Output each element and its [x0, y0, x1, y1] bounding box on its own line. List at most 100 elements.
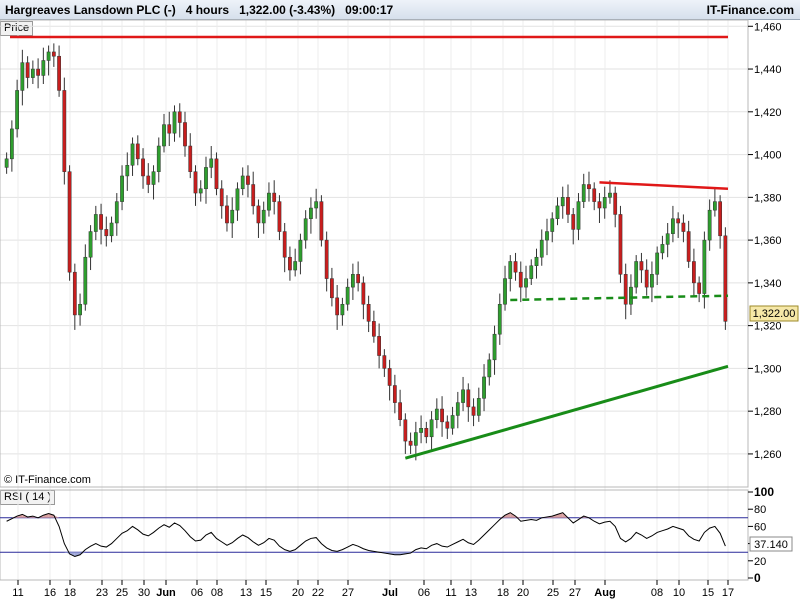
candle [576, 193, 581, 241]
candle [219, 180, 224, 219]
candle [466, 383, 471, 422]
candle-body [125, 165, 130, 177]
candle-body [398, 402, 402, 420]
candle-body [141, 158, 145, 177]
candle-body [225, 205, 229, 224]
candle-body [177, 111, 182, 123]
rsi-oversold-fill [74, 552, 81, 557]
last-price-value: 1,322.00 [753, 308, 796, 320]
candle-body [288, 256, 292, 271]
candle-body [529, 265, 534, 279]
candle-body [508, 261, 513, 279]
candle [36, 58, 40, 89]
candle-body [78, 303, 82, 316]
candle-body [587, 184, 591, 190]
candle-body [277, 201, 282, 232]
y-tick-label: 1,440 [754, 64, 782, 76]
candle-body [665, 233, 670, 245]
x-tick-label: 08 [211, 587, 223, 599]
y-tick-label: 1,360 [754, 235, 782, 247]
candle-body [629, 286, 633, 305]
candle-body [251, 184, 256, 207]
candle-body [9, 128, 14, 160]
candle-body [403, 419, 408, 442]
candle [455, 391, 460, 429]
candle-body [497, 303, 502, 335]
candle-body [219, 188, 224, 207]
candle [629, 274, 633, 315]
candle-body [618, 214, 623, 275]
x-tick-label: 27 [342, 587, 354, 599]
candle-body [188, 145, 193, 172]
candle [88, 225, 93, 271]
x-tick-label: Jun [156, 587, 176, 599]
candle-body [597, 201, 602, 209]
candle-body [555, 205, 560, 219]
x-tick-label: 17 [722, 587, 734, 599]
candle [46, 45, 51, 76]
x-tick-label: 13 [465, 587, 477, 599]
candle-body [482, 376, 486, 399]
x-tick-label: 25 [547, 587, 559, 599]
candle-body [361, 282, 366, 305]
candle [20, 49, 25, 106]
candle-body [57, 55, 61, 91]
candle-body [697, 282, 702, 294]
candle-body [440, 408, 444, 423]
candle [246, 165, 250, 198]
candle [392, 374, 397, 414]
candle-body [172, 111, 177, 134]
candle [4, 152, 9, 174]
candle-body [335, 297, 340, 316]
candle [298, 233, 303, 275]
candle-body [644, 269, 649, 288]
candle [120, 165, 124, 211]
candle [707, 199, 712, 251]
x-tick-label: 13 [240, 587, 252, 599]
candle-body [692, 261, 696, 284]
candle-body [445, 421, 450, 429]
candle [681, 214, 686, 243]
candle [539, 229, 544, 266]
y-tick-label: 1,460 [754, 21, 782, 33]
candle-body [686, 231, 691, 262]
candle [177, 103, 182, 138]
candle [204, 156, 208, 204]
x-tick-label: 30 [138, 587, 150, 599]
date-x-axis: 11 16 18 23 25 30 Jun 06 08 13 15 20 22 27 Jul 06 11 13 18… [12, 580, 734, 599]
candle [109, 216, 114, 243]
candle-body [419, 428, 423, 433]
candle-body [36, 68, 40, 76]
candle [476, 387, 481, 422]
candle-body [371, 321, 376, 337]
candle [676, 212, 681, 238]
candle [581, 173, 586, 209]
candle-body [592, 188, 597, 202]
candle-body [434, 408, 439, 420]
candle-body [487, 359, 492, 378]
candle-body [83, 256, 88, 305]
candle [135, 135, 140, 166]
candle-body [261, 209, 266, 224]
candle-body [408, 440, 413, 446]
support-trendline [404, 364, 729, 460]
candle [697, 276, 702, 303]
candle-body [492, 333, 497, 361]
x-tick-label: 18 [497, 587, 509, 599]
candle-body [707, 209, 712, 241]
candle [492, 325, 497, 375]
candle-body [560, 197, 565, 207]
candle-body [702, 239, 707, 294]
candle [114, 193, 119, 236]
candle [618, 205, 623, 283]
candle-body [382, 355, 387, 369]
brand-label: IT-Finance.com [706, 3, 794, 17]
candle [162, 113, 166, 153]
x-tick-label: 27 [569, 587, 581, 599]
candle [319, 195, 324, 247]
candle-body [130, 143, 135, 166]
candle [183, 111, 187, 157]
candle [613, 186, 618, 228]
candle-body [639, 261, 644, 271]
